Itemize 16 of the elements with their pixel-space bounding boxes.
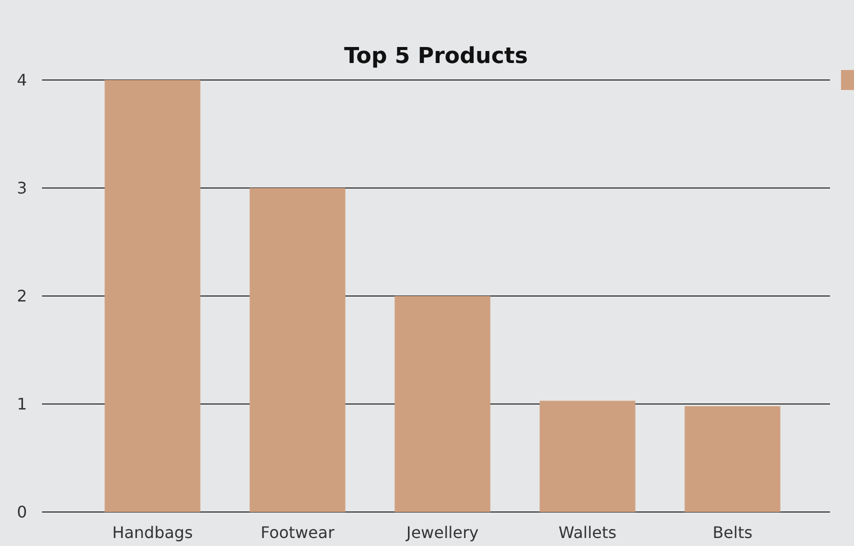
- x-tick-label: Wallets: [558, 523, 616, 542]
- y-tick-label: 1: [16, 394, 28, 414]
- x-tick-label: Handbags: [112, 523, 193, 542]
- bar: [684, 406, 780, 512]
- x-tick-label: Belts: [712, 523, 752, 542]
- y-tick-label: 4: [16, 70, 28, 90]
- bar: [540, 400, 636, 512]
- y-tick-label: 3: [16, 178, 28, 198]
- x-tick-label: Footwear: [260, 523, 335, 542]
- bar: [250, 188, 346, 512]
- chart-title: Top 5 Products: [344, 44, 528, 69]
- bar: [394, 296, 490, 512]
- y-tick-label: 2: [16, 286, 28, 306]
- bar: [104, 80, 200, 512]
- y-tick-label: 0: [16, 502, 28, 522]
- x-tick-label: Jewellery: [405, 523, 479, 542]
